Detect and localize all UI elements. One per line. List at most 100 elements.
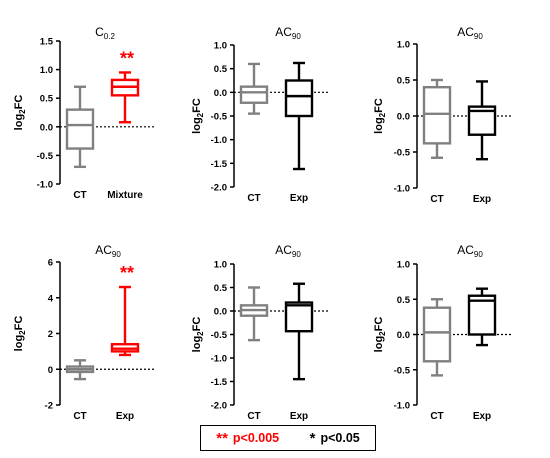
y-tick-label: -1.5 [211,377,228,388]
y-tick-label: -1.0 [394,184,410,195]
box-iqr [422,306,452,363]
plot-panel: AC90 log2FC -2.0 -1.5 -1.0 -0.5 0.0 0.5 1.0 CT Exp [191,25,329,204]
significance-marker: ** [120,263,134,283]
y-tick-label: 0.5 [397,295,411,306]
ylabel-subscript: 2 [196,331,205,336]
y-tick-label: -0.5 [211,112,228,123]
y-tick-label: 2 [48,329,53,340]
y-tick-label: 4 [48,293,54,304]
ylabel-main: log [191,336,203,353]
y-tick-label: 0 [48,365,53,376]
plot-panel: AC90 log2FC -2.0 -1.5 -1.0 -0.5 0.0 0.5 1.0 CT Exp [191,243,329,422]
box-ct: CT [65,359,95,422]
x-category-label: Exp [290,411,308,422]
box-iqr [422,85,452,145]
box-ct: CT [422,298,452,422]
ylabel-tail: FC [191,98,203,113]
y-axis-label: log2FC [373,317,387,353]
y-tick-label: -1.0 [211,354,227,365]
x-category-label: CT [247,193,260,204]
plot-panel: AC90 log2FC -1.0 -0.5 0.0 0.5 1.0 CT Exp [373,25,512,205]
subtitle-main: AC [275,25,292,39]
y-tick-label: 1.0 [214,260,227,271]
x-category-label: CT [430,411,443,422]
box-exp: Exp [110,285,140,422]
subtitle-subscript: 90 [474,32,483,41]
plot-panel: C0.2 log2FC -1.0 -0.5 0.0 0.5 1.0 1.5 CT Mixture *… [13,25,155,201]
ylabel-tail: FC [373,98,385,113]
ylabel-subscript: 2 [196,112,205,117]
box-ct: CT [239,62,269,204]
y-tick-label: 0.5 [397,76,411,87]
y-tick-label: 0.0 [397,330,410,341]
panel-subtitle: AC90 [457,243,483,259]
y-tick-label: -1.0 [394,401,410,412]
panel-subtitle: C0.2 [95,25,115,41]
panel-subtitle: AC90 [457,25,483,41]
subtitle-main: AC [275,243,292,257]
y-tick-label: 1.5 [40,37,54,48]
y-tick-label: 6 [48,258,53,269]
ylabel-main: log [373,117,385,134]
ylabel-subscript: 2 [378,112,387,117]
legend-mark: ** [216,429,228,447]
box-exp: Exp [284,61,314,204]
ylabel-main: log [373,336,385,353]
x-category-label: CT [430,194,443,205]
y-tick-label: 1.0 [214,41,227,52]
legend-mark: * [309,429,316,447]
y-tick-label: -2 [45,401,53,412]
y-tick-label: -0.5 [394,148,411,159]
box-exp: Exp [467,287,497,422]
ylabel-subscript: 2 [18,330,27,335]
box-exp: Exp [467,80,497,205]
y-tick-label: 0.5 [40,94,54,105]
subtitle-subscript: 90 [292,32,301,41]
y-tick-label: 0.0 [214,307,227,318]
y-tick-label: 1.0 [397,40,410,51]
subtitle-main: AC [457,243,474,257]
subtitle-subscript: 0.2 [104,32,116,41]
box-iqr [65,108,95,150]
ylabel-tail: FC [191,317,203,332]
y-tick-label: 0.0 [214,88,227,99]
x-category-label: CT [73,190,86,201]
y-axis-label: log2FC [191,98,205,134]
x-category-label: Exp [473,194,491,205]
y-tick-label: 0.5 [214,283,228,294]
y-tick-label: -0.5 [394,365,411,376]
legend-label: p<0.05 [320,431,360,445]
y-tick-label: 1.0 [40,65,53,76]
ylabel-main: log [191,117,203,134]
legend-label: p<0.005 [232,431,280,445]
box-mixture: Mixture [107,71,143,201]
box-ct: CT [422,78,452,205]
legend-item-weak: * p<0.05 [310,430,360,447]
box-ct: CT [65,85,95,201]
ylabel-tail: FC [13,316,25,331]
y-axis-label: log2FC [13,316,27,352]
ylabel-main: log [13,114,25,131]
panel-subtitle: AC90 [95,243,121,259]
box-exp: Exp [284,282,314,422]
x-category-label: CT [73,411,86,422]
legend-item-strong: ** p<0.005 [216,430,279,447]
significance-legend: ** p<0.005 * p<0.05 [200,425,376,451]
plot-panel: AC90 log2FC -1.0 -0.5 0.0 0.5 1.0 CT Exp [373,243,512,422]
box-iqr [239,85,269,104]
y-axis-label: log2FC [13,95,27,131]
box-iqr [467,294,497,336]
panel-subtitle: AC90 [275,25,301,41]
panel-subtitle: AC90 [275,243,301,259]
y-tick-label: -2.0 [211,183,227,194]
y-axis-label: log2FC [373,98,387,134]
box-iqr [284,79,314,118]
ylabel-subscript: 2 [378,331,387,336]
x-category-label: Exp [290,193,308,204]
ylabel-main: log [13,335,25,352]
y-tick-label: -2.0 [211,401,227,412]
subtitle-main: C [95,25,104,39]
y-tick-label: -1.5 [211,159,228,170]
y-tick-label: -0.5 [211,330,228,341]
